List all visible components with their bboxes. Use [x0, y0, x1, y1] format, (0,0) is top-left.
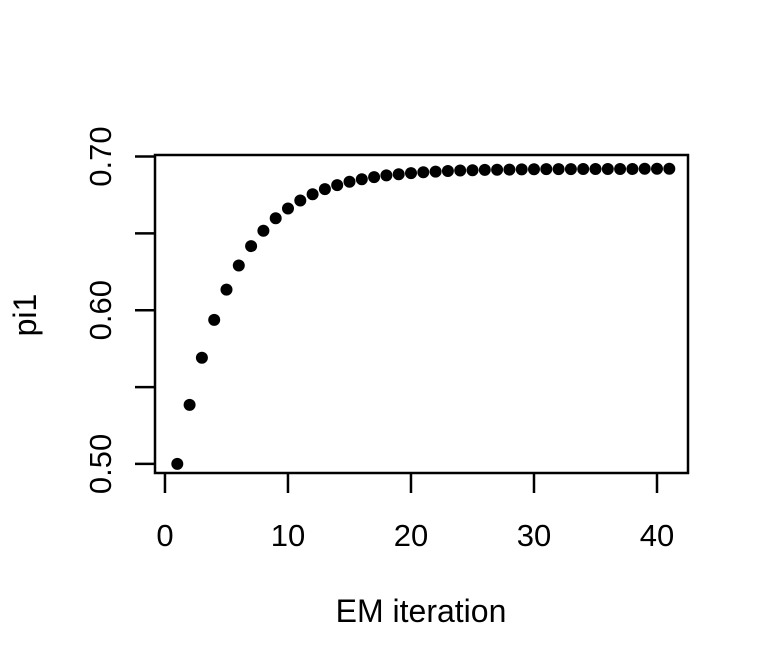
data-point [355, 173, 368, 186]
data-point [392, 168, 405, 181]
data-point [282, 202, 294, 215]
data-point [589, 163, 602, 175]
x-tick-label: 30 [517, 518, 551, 553]
data-point [195, 351, 208, 364]
data-point [441, 165, 454, 177]
data-point [269, 212, 282, 225]
data-point [454, 164, 467, 177]
data-point [564, 163, 577, 176]
data-point [208, 313, 221, 326]
data-point [515, 163, 528, 176]
data-point [466, 164, 479, 177]
data-point [638, 162, 651, 175]
x-axis-title: EM iteration [336, 593, 507, 629]
data-point [577, 163, 590, 175]
data-point [257, 224, 270, 237]
data-point [294, 194, 307, 207]
data-point [331, 179, 344, 192]
y-axis: 0.50 0.60 0.70 [83, 126, 155, 494]
x-axis: 0 10 20 30 40 [156, 473, 674, 553]
data-point [405, 167, 417, 180]
data-point [171, 457, 184, 470]
data-point [183, 398, 196, 411]
y-tick-label: 0.60 [83, 280, 118, 340]
data-point [343, 175, 356, 188]
data-point [626, 163, 639, 175]
y-tick-label: 0.50 [83, 434, 118, 494]
data-point [245, 240, 258, 253]
data-point [651, 162, 663, 175]
y-axis-title: pi1 [7, 294, 43, 337]
data-point [368, 171, 381, 184]
data-point [540, 163, 553, 176]
plot-box [153, 153, 690, 475]
data-point [417, 166, 430, 179]
data-point [491, 163, 504, 176]
data-point [318, 183, 331, 196]
data-point [220, 283, 233, 296]
x-tick-label: 10 [271, 518, 305, 553]
data-point [429, 165, 442, 178]
data-point [663, 162, 676, 175]
x-tick-label: 20 [394, 518, 428, 553]
data-point [552, 163, 565, 176]
x-tick-label: 40 [640, 518, 674, 553]
y-tick-label: 0.70 [83, 126, 118, 186]
data-point [380, 169, 393, 182]
data-point [232, 259, 245, 272]
data-point [478, 163, 491, 176]
data-point [614, 163, 627, 175]
data-point [601, 163, 614, 175]
data-point [503, 163, 516, 176]
data-points [171, 162, 676, 470]
data-point [528, 163, 540, 176]
plot-frame [153, 153, 690, 475]
data-point [306, 188, 319, 201]
x-tick-label: 0 [156, 518, 173, 553]
